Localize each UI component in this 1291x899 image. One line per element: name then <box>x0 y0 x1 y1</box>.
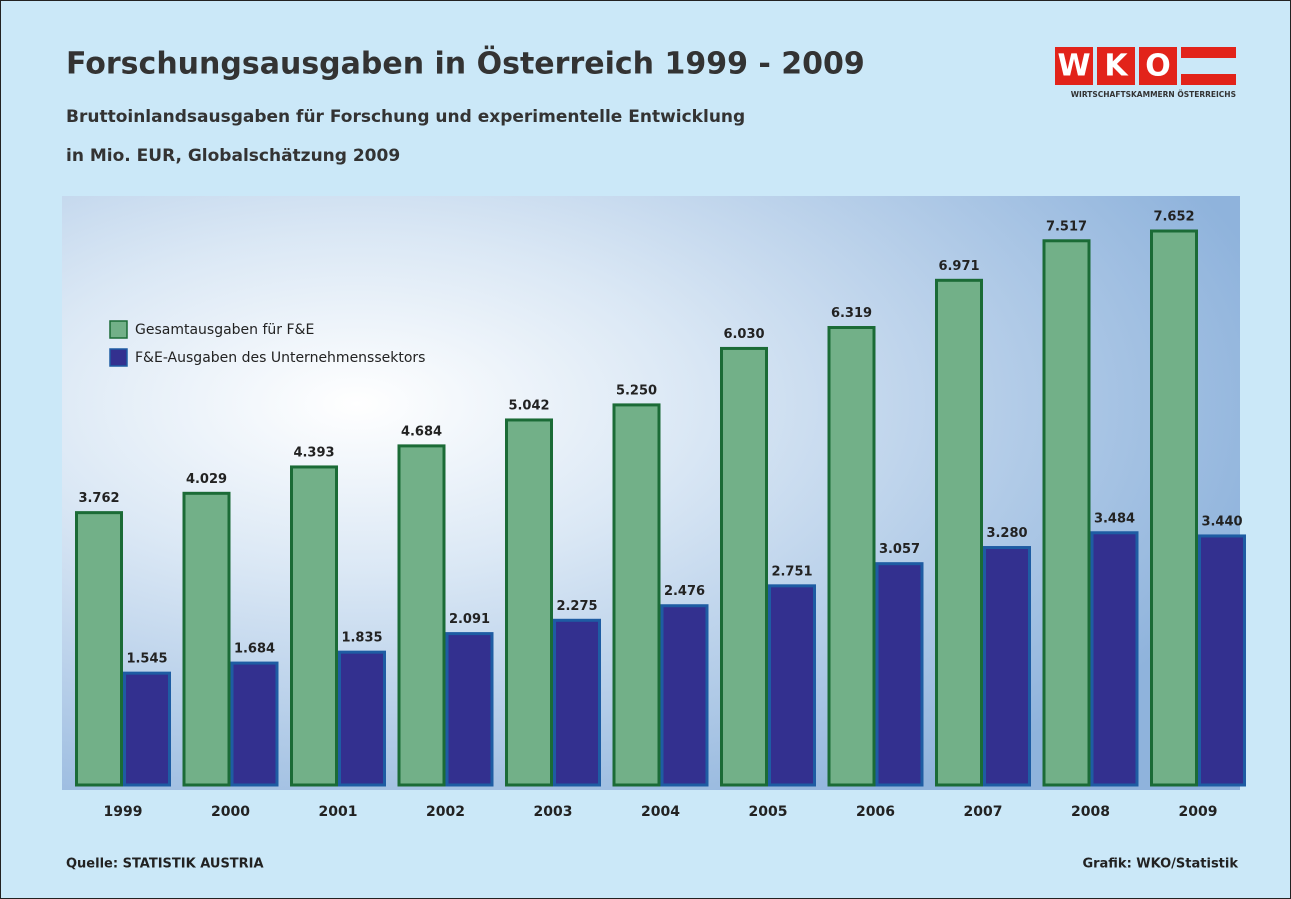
data-label: 4.029 <box>186 472 227 487</box>
bar <box>399 446 444 785</box>
legend-swatch <box>110 349 127 366</box>
bar <box>232 663 277 785</box>
bar <box>937 280 982 785</box>
data-label: 7.652 <box>1153 210 1194 225</box>
x-tick-label: 2007 <box>964 804 1003 820</box>
data-label: 3.280 <box>986 526 1027 541</box>
x-tick-label: 2004 <box>641 804 680 820</box>
logo-letter: K <box>1104 49 1129 84</box>
data-label: 6.030 <box>723 327 764 342</box>
bar <box>985 548 1030 785</box>
data-label: 4.684 <box>401 424 442 439</box>
x-tick-label: 2003 <box>534 804 573 820</box>
subtitle: in Mio. EUR, Globalschätzung 2009 <box>66 146 400 166</box>
data-label: 1.684 <box>234 642 275 657</box>
bar <box>447 634 492 785</box>
x-tick-label: 2001 <box>319 804 358 820</box>
bar <box>1200 536 1245 785</box>
x-tick-label: 2006 <box>856 804 895 820</box>
bar <box>1152 231 1197 785</box>
data-label: 1.545 <box>126 652 167 667</box>
x-tick-label: 2000 <box>211 804 250 820</box>
legend-label: Gesamtausgaben für F&E <box>135 322 314 338</box>
bar <box>125 673 170 785</box>
x-tick-label: 2009 <box>1179 804 1218 820</box>
data-label: 6.971 <box>938 259 979 274</box>
bar <box>340 652 385 785</box>
bar <box>77 513 122 785</box>
data-label: 3.440 <box>1201 514 1242 529</box>
subtitle: Bruttoinlandsausgaben für Forschung und … <box>66 107 745 127</box>
bar <box>662 606 707 785</box>
legend-swatch <box>110 321 127 338</box>
data-label: 1.835 <box>341 631 382 646</box>
chart: Forschungsausgaben in Österreich 1999 - … <box>0 0 1291 899</box>
bar <box>555 620 600 785</box>
credit: Grafik: WKO/Statistik <box>1082 857 1238 872</box>
logo-caption: WIRTSCHAFTSKAMMERN ÖSTERREICHS <box>1071 90 1236 99</box>
data-label: 3.057 <box>879 542 920 557</box>
bar <box>770 586 815 785</box>
x-tick-label: 2005 <box>749 804 788 820</box>
data-label: 2.476 <box>664 584 705 599</box>
source: Quelle: STATISTIK AUSTRIA <box>66 857 264 872</box>
bar <box>1044 241 1089 785</box>
data-label: 5.250 <box>616 383 657 398</box>
logo-letter: W <box>1057 49 1090 84</box>
data-label: 3.762 <box>78 491 119 506</box>
bar <box>829 328 874 785</box>
legend-label: F&E-Ausgaben des Unternehmenssektors <box>135 350 425 366</box>
data-label: 2.751 <box>771 564 812 579</box>
chart-title: Forschungsausgaben in Österreich 1999 - … <box>66 45 865 82</box>
bar <box>184 493 229 785</box>
x-tick-label: 2008 <box>1071 804 1110 820</box>
x-tick-label: 1999 <box>104 804 143 820</box>
bar <box>722 348 767 785</box>
data-label: 2.275 <box>556 599 597 614</box>
data-label: 7.517 <box>1046 219 1087 234</box>
logo-letter: O <box>1145 49 1171 84</box>
data-label: 5.042 <box>508 398 549 413</box>
data-label: 2.091 <box>449 612 490 627</box>
data-label: 6.319 <box>831 306 872 321</box>
bar <box>507 420 552 785</box>
data-label: 3.484 <box>1094 511 1135 526</box>
bar <box>1092 533 1137 785</box>
x-tick-label: 2002 <box>426 804 465 820</box>
logo-stripe <box>1181 74 1236 85</box>
logo-stripe <box>1181 47 1236 58</box>
bar <box>292 467 337 785</box>
data-label: 4.393 <box>293 445 334 460</box>
bar <box>877 564 922 785</box>
bar <box>614 405 659 785</box>
